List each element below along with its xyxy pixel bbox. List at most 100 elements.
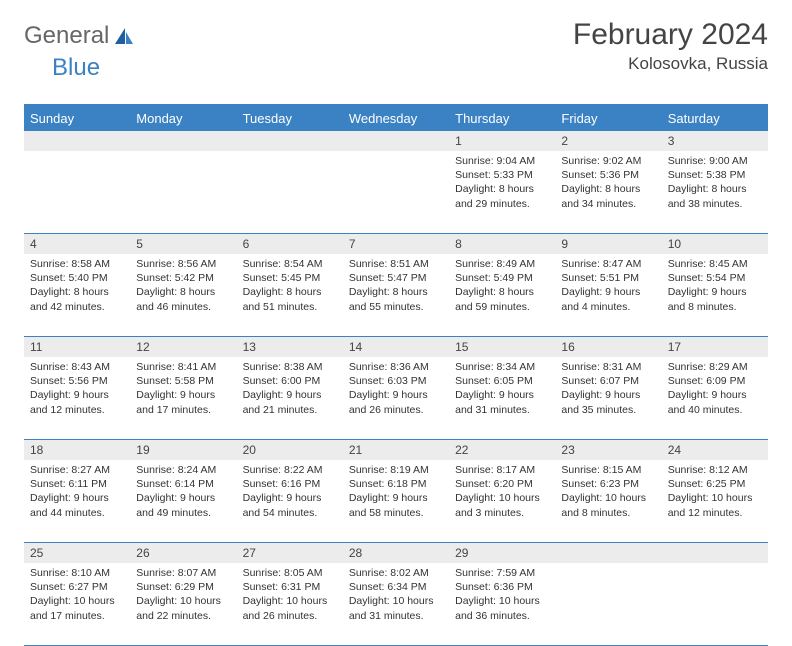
calendar-cell: Sunrise: 8:29 AMSunset: 6:09 PMDaylight:… — [662, 357, 768, 439]
sunset-text: Sunset: 6:14 PM — [136, 477, 230, 491]
calendar-cell: Sunrise: 8:41 AMSunset: 5:58 PMDaylight:… — [130, 357, 236, 439]
sunrise-text: Sunrise: 8:12 AM — [668, 463, 762, 477]
calendar-cell — [555, 563, 661, 645]
day-number: 1 — [449, 131, 555, 151]
sunset-text: Sunset: 5:42 PM — [136, 271, 230, 285]
day-number: 9 — [555, 234, 661, 254]
day-number — [237, 131, 343, 151]
sunset-text: Sunset: 6:29 PM — [136, 580, 230, 594]
day-header: Thursday — [449, 106, 555, 131]
day-number: 26 — [130, 543, 236, 563]
sunset-text: Sunset: 5:45 PM — [243, 271, 337, 285]
sunrise-text: Sunrise: 8:36 AM — [349, 360, 443, 374]
logo-text-2: Blue — [52, 54, 172, 82]
calendar-cell: Sunrise: 8:56 AMSunset: 5:42 PMDaylight:… — [130, 254, 236, 336]
daylight-text: Daylight: 8 hours and 46 minutes. — [136, 285, 230, 313]
day-number — [555, 543, 661, 563]
sunset-text: Sunset: 6:18 PM — [349, 477, 443, 491]
sunset-text: Sunset: 6:34 PM — [349, 580, 443, 594]
sunrise-text: Sunrise: 8:24 AM — [136, 463, 230, 477]
calendar-cell: Sunrise: 8:54 AMSunset: 5:45 PMDaylight:… — [237, 254, 343, 336]
daylight-text: Daylight: 9 hours and 21 minutes. — [243, 388, 337, 416]
daylight-text: Daylight: 9 hours and 35 minutes. — [561, 388, 655, 416]
week-row: Sunrise: 8:27 AMSunset: 6:11 PMDaylight:… — [24, 460, 768, 543]
week-row: Sunrise: 8:58 AMSunset: 5:40 PMDaylight:… — [24, 254, 768, 337]
sunset-text: Sunset: 6:31 PM — [243, 580, 337, 594]
daylight-text: Daylight: 9 hours and 58 minutes. — [349, 491, 443, 519]
day-number: 28 — [343, 543, 449, 563]
sunrise-text: Sunrise: 8:22 AM — [243, 463, 337, 477]
daylight-text: Daylight: 9 hours and 49 minutes. — [136, 491, 230, 519]
sunrise-text: Sunrise: 9:00 AM — [668, 154, 762, 168]
calendar-cell: Sunrise: 8:31 AMSunset: 6:07 PMDaylight:… — [555, 357, 661, 439]
calendar-cell: Sunrise: 8:10 AMSunset: 6:27 PMDaylight:… — [24, 563, 130, 645]
calendar-cell: Sunrise: 8:12 AMSunset: 6:25 PMDaylight:… — [662, 460, 768, 542]
day-header: Friday — [555, 106, 661, 131]
day-number-row: 45678910 — [24, 234, 768, 254]
daylight-text: Daylight: 8 hours and 59 minutes. — [455, 285, 549, 313]
day-number: 15 — [449, 337, 555, 357]
calendar-cell: Sunrise: 9:00 AMSunset: 5:38 PMDaylight:… — [662, 151, 768, 233]
day-number — [662, 543, 768, 563]
sunrise-text: Sunrise: 8:29 AM — [668, 360, 762, 374]
daylight-text: Daylight: 10 hours and 12 minutes. — [668, 491, 762, 519]
calendar-cell: Sunrise: 7:59 AMSunset: 6:36 PMDaylight:… — [449, 563, 555, 645]
sunset-text: Sunset: 6:11 PM — [30, 477, 124, 491]
sunset-text: Sunset: 6:09 PM — [668, 374, 762, 388]
daylight-text: Daylight: 9 hours and 44 minutes. — [30, 491, 124, 519]
day-header: Monday — [130, 106, 236, 131]
day-number: 20 — [237, 440, 343, 460]
location: Kolosovka, Russia — [573, 54, 768, 74]
day-number: 16 — [555, 337, 661, 357]
calendar-cell: Sunrise: 8:27 AMSunset: 6:11 PMDaylight:… — [24, 460, 130, 542]
sunrise-text: Sunrise: 8:07 AM — [136, 566, 230, 580]
daylight-text: Daylight: 10 hours and 26 minutes. — [243, 594, 337, 622]
day-number: 25 — [24, 543, 130, 563]
calendar-cell: Sunrise: 9:04 AMSunset: 5:33 PMDaylight:… — [449, 151, 555, 233]
daylight-text: Daylight: 10 hours and 3 minutes. — [455, 491, 549, 519]
calendar-cell: Sunrise: 8:58 AMSunset: 5:40 PMDaylight:… — [24, 254, 130, 336]
day-number: 7 — [343, 234, 449, 254]
day-number — [24, 131, 130, 151]
day-number: 2 — [555, 131, 661, 151]
daylight-text: Daylight: 9 hours and 17 minutes. — [136, 388, 230, 416]
sunrise-text: Sunrise: 8:34 AM — [455, 360, 549, 374]
calendar-cell: Sunrise: 8:02 AMSunset: 6:34 PMDaylight:… — [343, 563, 449, 645]
week-row: Sunrise: 8:10 AMSunset: 6:27 PM Daylight:… — [24, 563, 768, 646]
sunset-text: Sunset: 5:33 PM — [455, 168, 549, 182]
day-header: Tuesday — [237, 106, 343, 131]
daylight-text: Daylight: 9 hours and 31 minutes. — [455, 388, 549, 416]
day-number: 14 — [343, 337, 449, 357]
calendar-cell: Sunrise: 8:22 AMSunset: 6:16 PMDaylight:… — [237, 460, 343, 542]
calendar-cell: Sunrise: 8:17 AMSunset: 6:20 PMDaylight:… — [449, 460, 555, 542]
day-number: 12 — [130, 337, 236, 357]
day-number: 18 — [24, 440, 130, 460]
sunrise-text: Sunrise: 8:27 AM — [30, 463, 124, 477]
day-number: 22 — [449, 440, 555, 460]
sunset-text: Sunset: 6:25 PM — [668, 477, 762, 491]
day-header: Saturday — [662, 106, 768, 131]
day-header: Sunday — [24, 106, 130, 131]
logo-text-1: General — [24, 22, 109, 50]
sunrise-text: Sunrise: 8:02 AM — [349, 566, 443, 580]
day-number-row: 2526272829 — [24, 543, 768, 563]
sunset-text: Sunset: 6:23 PM — [561, 477, 655, 491]
day-number — [343, 131, 449, 151]
calendar-cell: Sunrise: 8:49 AMSunset: 5:49 PMDaylight:… — [449, 254, 555, 336]
calendar-cell: Sunrise: 8:05 AMSunset: 6:31 PMDaylight:… — [237, 563, 343, 645]
daylight-text: Daylight: 8 hours and 38 minutes. — [668, 182, 762, 210]
week-row: Sunrise: 8:43 AMSunset: 5:56 PMDaylight:… — [24, 357, 768, 440]
sunset-text: Sunset: 6:27 PM — [30, 580, 124, 594]
sunrise-text: Sunrise: 8:49 AM — [455, 257, 549, 271]
sunrise-text: Sunrise: 8:54 AM — [243, 257, 337, 271]
daylight-text: Daylight: 8 hours and 42 minutes. — [30, 285, 124, 313]
day-number: 29 — [449, 543, 555, 563]
sunrise-text: Sunrise: 8:10 AM — [30, 566, 124, 580]
calendar-cell: Sunrise: 8:15 AMSunset: 6:23 PMDaylight:… — [555, 460, 661, 542]
sunset-text: Sunset: 5:51 PM — [561, 271, 655, 285]
day-number-row: 123 — [24, 131, 768, 151]
calendar-cell: Sunrise: 9:02 AMSunset: 5:36 PMDaylight:… — [555, 151, 661, 233]
month-title: February 2024 — [573, 18, 768, 52]
sunset-text: Sunset: 6:16 PM — [243, 477, 337, 491]
daylight-text: Daylight: 10 hours and 36 minutes. — [455, 594, 549, 622]
